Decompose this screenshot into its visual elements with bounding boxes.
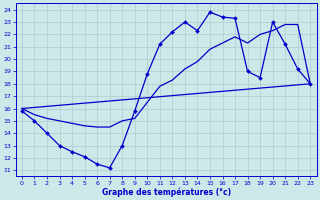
X-axis label: Graphe des températures (°c): Graphe des températures (°c) [101,187,231,197]
